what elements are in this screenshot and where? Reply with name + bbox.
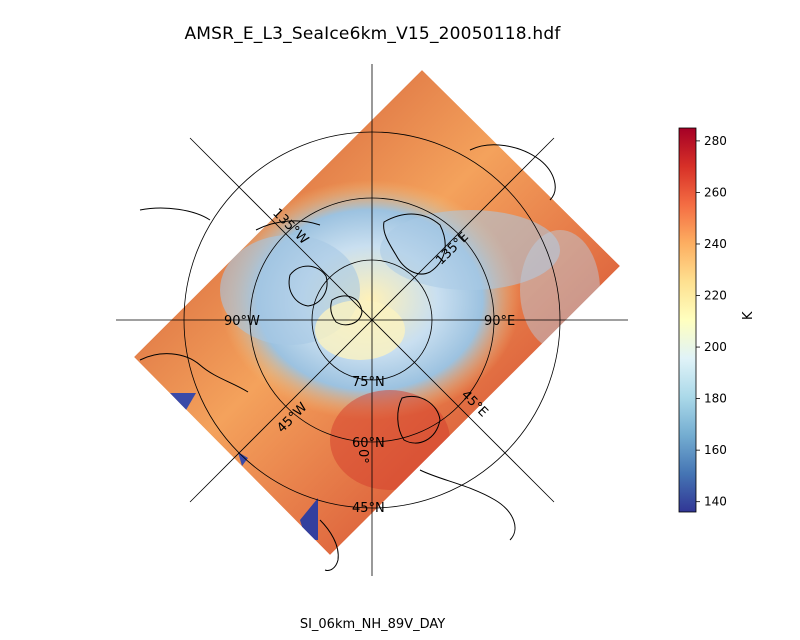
plot-title: AMSR_E_L3_SeaIce6km_V15_20050118.hdf: [184, 24, 561, 44]
colorbar-tick-label: 200: [704, 340, 727, 354]
colorbar-tick-label: 260: [704, 185, 727, 199]
label-90W: 90°W: [224, 314, 260, 329]
colorbar-tick-label: 280: [704, 134, 727, 148]
dataset-subtitle: SI_06km_NH_89V_DAY: [299, 617, 446, 632]
colorbar-ticks: 140 160 180 200 220 240 260 280: [696, 134, 727, 509]
label-45N: 45°N: [352, 501, 385, 516]
label-60N: 60°N: [352, 436, 385, 451]
label-75N: 75°N: [352, 375, 385, 390]
label-0: 0°: [355, 449, 370, 464]
colorbar-tick-label: 180: [704, 392, 727, 406]
colorbar-unit-label: K: [741, 311, 756, 320]
graticule: [116, 64, 628, 576]
colorbar-gradient: [678, 127, 697, 513]
coastlines: [139, 144, 556, 571]
colorbar-tick-label: 140: [704, 495, 727, 509]
colorbar-tick-label: 160: [704, 443, 727, 457]
colorbar-tick-label: 240: [704, 237, 727, 251]
label-90E: 90°E: [484, 314, 515, 329]
colorbar-tick-label: 220: [704, 289, 727, 303]
